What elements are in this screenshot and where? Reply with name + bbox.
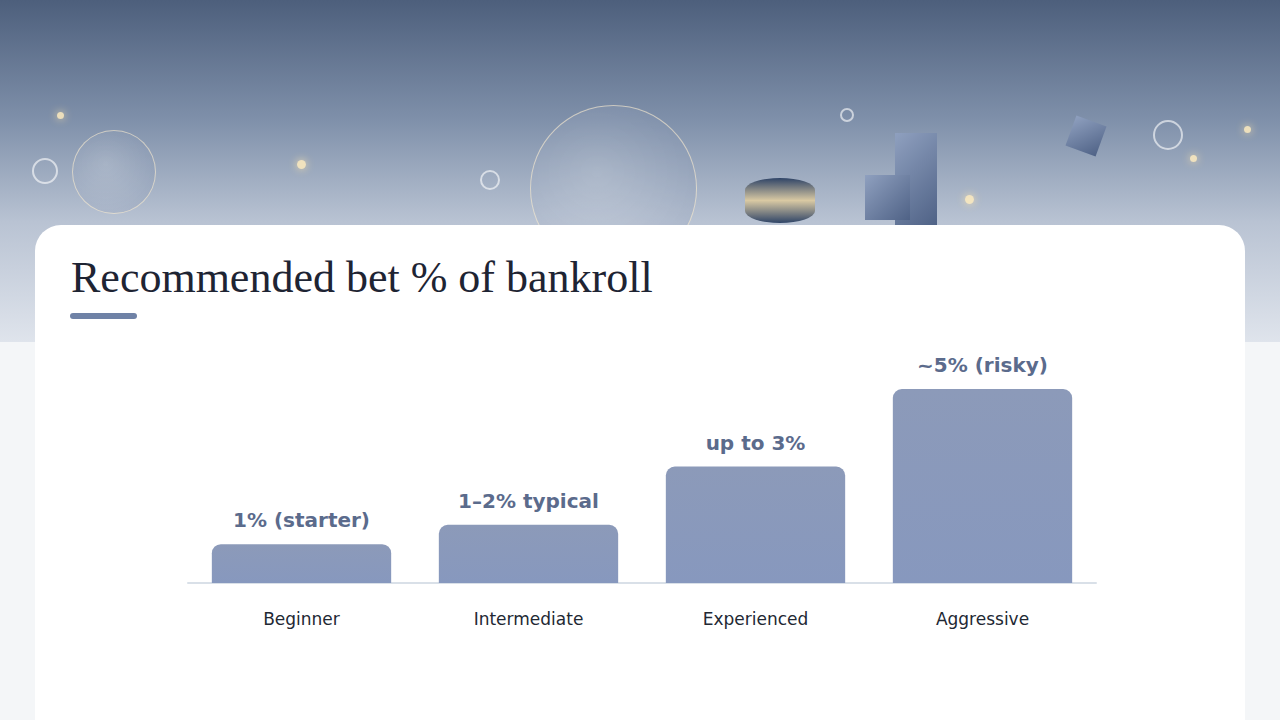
svg-text:Recommended bet % of bankroll: Recommended bet % of bankroll [71, 253, 653, 302]
svg-text:~5% (risky): ~5% (risky) [917, 353, 1048, 377]
svg-text:Experienced: Experienced [703, 609, 809, 629]
svg-text:Beginner: Beginner [263, 609, 340, 629]
svg-text:Aggressive: Aggressive [936, 609, 1029, 629]
svg-text:1% (starter): 1% (starter) [233, 508, 370, 532]
svg-text:1–2% typical: 1–2% typical [458, 489, 599, 513]
svg-text:up to 3%: up to 3% [706, 431, 806, 455]
svg-text:Intermediate: Intermediate [474, 609, 584, 629]
